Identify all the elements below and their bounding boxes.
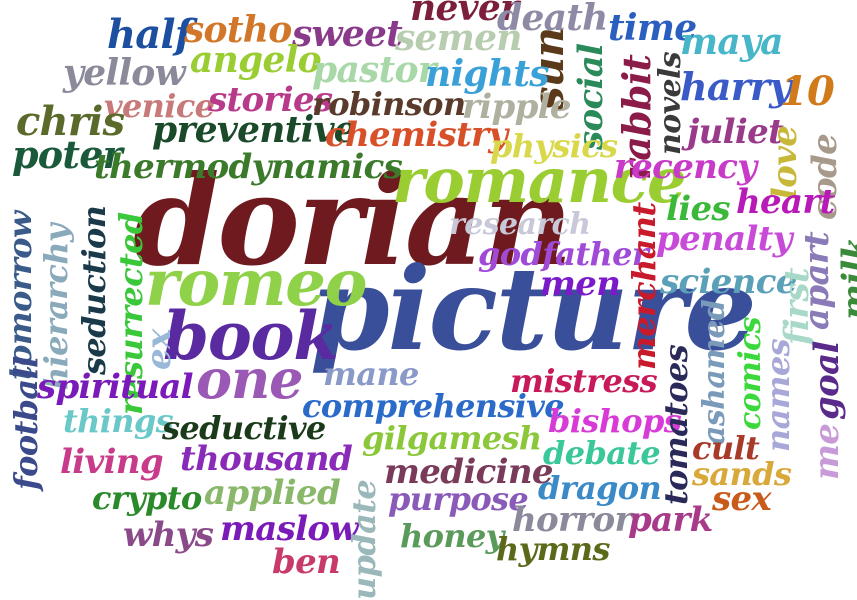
word-recency: recency: [614, 147, 757, 187]
word-living: living: [60, 442, 164, 482]
word-heart: heart: [736, 182, 835, 222]
word-ripple: ripple: [462, 87, 572, 127]
word-spiritual: spiritual: [37, 367, 194, 407]
word-robinson: robinson: [312, 85, 466, 123]
word-maslow: maslow: [220, 509, 359, 549]
word-sands: sands: [692, 455, 792, 493]
word-thermodynamics: thermodynamics: [94, 147, 403, 187]
word-research: research: [449, 207, 591, 242]
word-harry: harry: [680, 64, 791, 109]
word-10: 10: [780, 68, 835, 115]
word-me: me: [807, 423, 847, 480]
word-sotho: sotho: [184, 9, 292, 51]
word-tomatoes: tomatoes: [657, 344, 695, 505]
word-stories: stories: [208, 80, 333, 120]
word-ex: ex: [139, 329, 179, 370]
word-hymns: hymns: [496, 530, 610, 568]
word-angelo: angelo: [190, 39, 322, 81]
word-time: time: [608, 7, 697, 49]
word-chemistry: chemistry: [325, 115, 508, 155]
word-update: update: [345, 479, 383, 600]
word-seductive: seductive: [162, 409, 326, 447]
word-gilgamesh: gilgamesh: [362, 419, 542, 457]
word-crypto: crypto: [92, 479, 202, 517]
word-park: park: [628, 500, 713, 540]
word-dragon: dragon: [538, 469, 662, 507]
word-death: death: [497, 0, 608, 39]
word-first: first: [777, 268, 817, 345]
word-mistress: mistress: [510, 362, 658, 400]
word-bishops: bishops: [548, 402, 682, 440]
word-purpose: purpose: [388, 480, 529, 518]
word-book: book: [163, 297, 339, 375]
word-semen: semen: [395, 17, 522, 59]
word-never: never: [410, 0, 519, 29]
word-milk: milk: [835, 237, 857, 320]
word-one: one: [196, 347, 303, 411]
word-goal: goal: [807, 341, 847, 420]
word-physics: physics: [490, 127, 618, 165]
word-football: football: [7, 356, 45, 490]
word-lies: lies: [666, 189, 731, 229]
word-juliet: juliet: [687, 112, 784, 152]
word-names: names: [759, 338, 797, 452]
word-ben: ben: [272, 542, 341, 582]
word-romeo: romeo: [145, 246, 367, 321]
word-maya: maya: [680, 21, 784, 63]
word-venice: venice: [104, 87, 215, 125]
word-dorian: dorian: [133, 149, 573, 294]
word-whys: whys: [123, 515, 214, 555]
word-pastor: pastor: [312, 49, 437, 91]
word-nights: nights: [425, 53, 549, 95]
word-sweet: sweet: [292, 13, 403, 55]
word-sex: sex: [712, 479, 772, 519]
word-penalty: penalty: [656, 219, 792, 259]
word-picture: picture: [310, 242, 757, 376]
word-preventive: preventive: [152, 109, 357, 151]
word-science: science: [660, 262, 797, 302]
word-cult: cult: [692, 429, 760, 467]
word-thousand: thousand: [180, 439, 353, 479]
word-men: men: [540, 264, 621, 304]
word-tomorrow: tomorrow: [1, 211, 39, 380]
word-comprehensive: comprehensive: [302, 387, 565, 425]
word-mane: mane: [323, 355, 419, 393]
word-medicine: medicine: [384, 452, 554, 492]
word-debate: debate: [543, 434, 661, 472]
word-poter: poter: [12, 132, 123, 177]
word-honey: honey: [400, 517, 504, 555]
word-applied: applied: [204, 473, 341, 513]
word-things: things: [63, 402, 174, 440]
word-half: half: [107, 11, 192, 58]
word-romance: romance: [392, 144, 687, 217]
word-seduction: seduction: [75, 205, 113, 375]
word-horror: horror: [512, 500, 632, 540]
word-godfather: godfather: [478, 235, 649, 273]
word-merchant: merchant: [625, 202, 663, 371]
word-chris: chris: [16, 98, 125, 145]
word-ashamed: ashamed: [697, 299, 732, 445]
word-yellow: yellow: [63, 52, 186, 94]
